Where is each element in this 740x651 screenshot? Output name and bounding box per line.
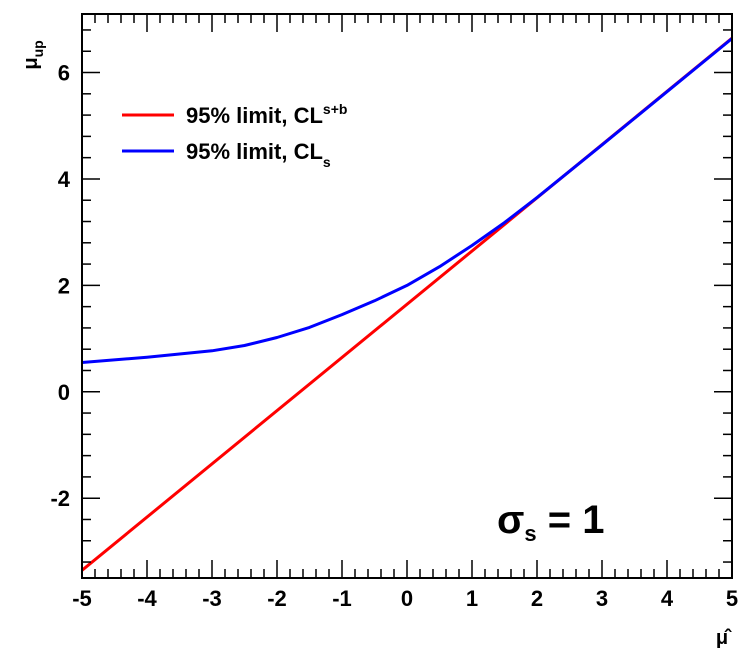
x-tick-label: -4 <box>137 586 157 611</box>
y-axis-label: μup <box>20 40 46 69</box>
x-tick-label: -5 <box>72 586 92 611</box>
tick-labels: -5 -4 -3 -2 -1 0 1 2 3 4 5 -2 0 2 4 6 <box>50 61 738 611</box>
legend: 95% limit, CLs+b 95% limit, CLs <box>122 101 347 170</box>
x-tick-label: 4 <box>661 586 674 611</box>
x-axis-label: μ̂ <box>716 627 732 649</box>
x-tick-label: -3 <box>202 586 222 611</box>
plot-frame <box>81 13 733 579</box>
legend-label-cl-sb: 95% limit, CLs+b <box>186 101 347 128</box>
y-tick-label: 2 <box>58 273 70 298</box>
x-tick-label: 1 <box>466 586 478 611</box>
x-tick-label: 0 <box>401 586 413 611</box>
y-tick-label: 4 <box>58 167 71 192</box>
sigma-annotation: σs = 1 <box>497 498 604 546</box>
y-tick-label: 0 <box>58 380 70 405</box>
legend-label-cl-s: 95% limit, CLs <box>186 139 331 170</box>
series-line-cl-s <box>81 37 733 364</box>
x-tick-label: 3 <box>596 586 608 611</box>
x-tick-label: 5 <box>726 586 738 611</box>
series-layer <box>81 37 733 572</box>
y-tick-label: -2 <box>50 486 70 511</box>
x-tick-label: -2 <box>267 586 287 611</box>
x-tick-label: 2 <box>531 586 543 611</box>
x-tick-label: -1 <box>332 586 352 611</box>
y-tick-label: 6 <box>58 61 70 86</box>
ticks-layer <box>81 14 733 578</box>
